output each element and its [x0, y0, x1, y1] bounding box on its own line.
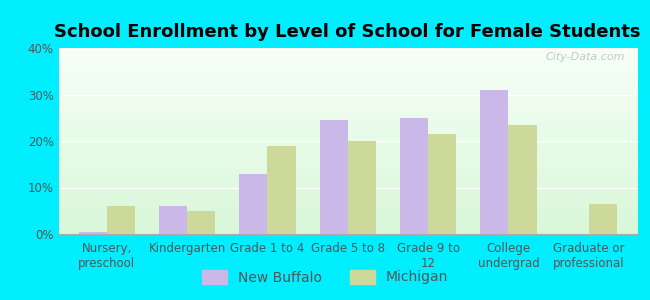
Title: School Enrollment by Level of School for Female Students: School Enrollment by Level of School for…	[55, 23, 641, 41]
Bar	[348, 141, 376, 234]
Text: City-Data.com: City-Data.com	[546, 52, 625, 62]
Bar	[187, 211, 215, 234]
Bar	[480, 90, 508, 234]
Bar	[400, 118, 428, 234]
Bar	[107, 206, 135, 234]
Bar	[320, 120, 348, 234]
Bar	[79, 232, 107, 234]
Legend: New Buffalo, Michigan: New Buffalo, Michigan	[196, 264, 454, 290]
Bar	[267, 146, 296, 234]
Bar	[589, 204, 617, 234]
Bar	[428, 134, 456, 234]
Bar	[159, 206, 187, 234]
Bar	[239, 173, 267, 234]
Bar	[508, 125, 536, 234]
